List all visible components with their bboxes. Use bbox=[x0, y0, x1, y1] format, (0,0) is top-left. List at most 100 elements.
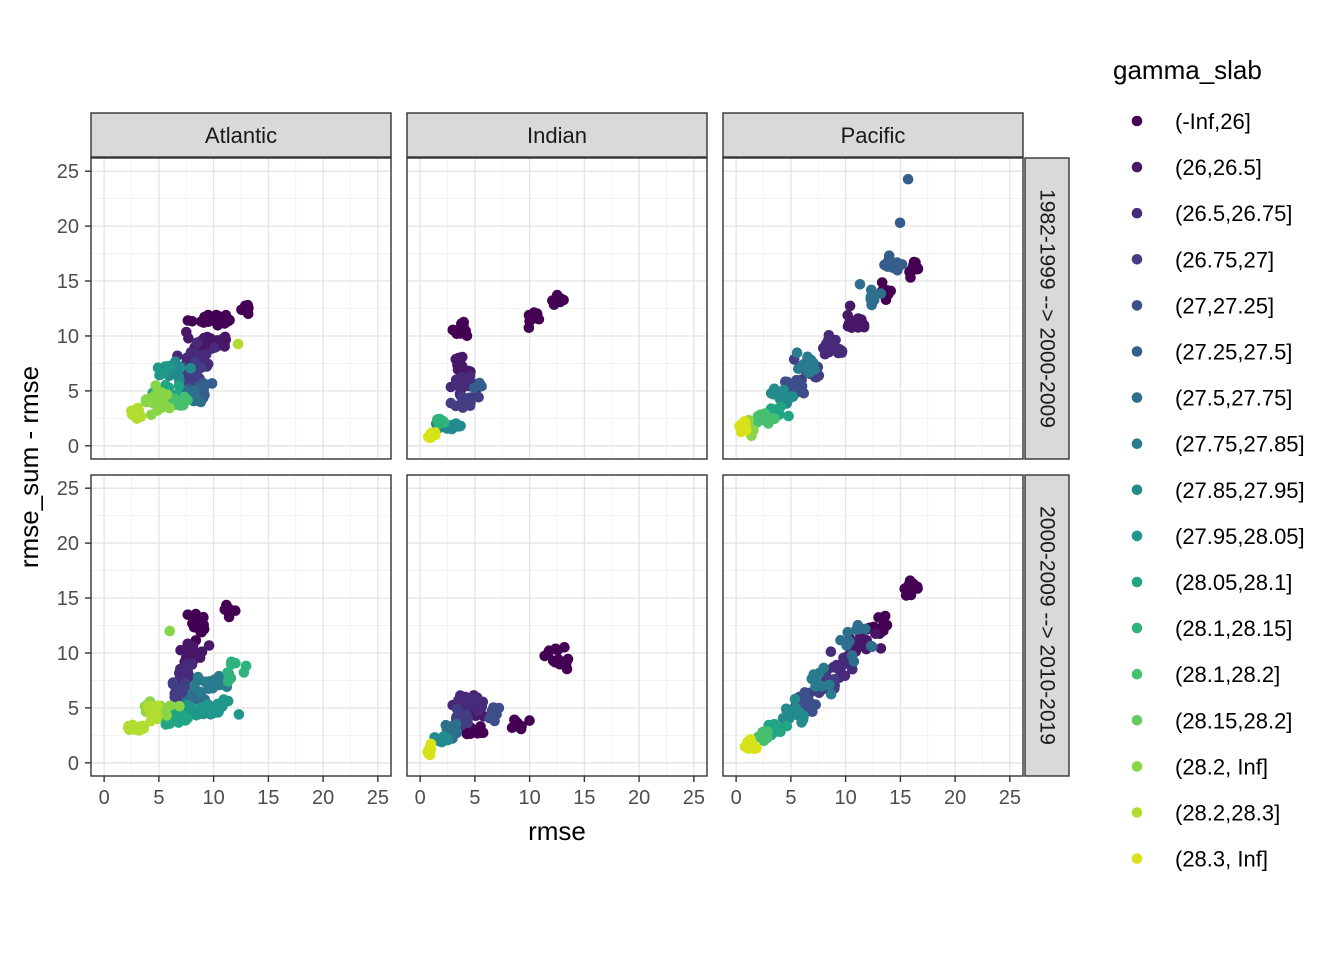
data-point bbox=[453, 420, 464, 432]
data-point bbox=[150, 380, 161, 391]
legend-key bbox=[1131, 576, 1143, 588]
x-tick-label: 20 bbox=[628, 787, 650, 809]
data-point bbox=[825, 688, 837, 700]
data-point bbox=[562, 653, 574, 665]
x-tick-label: 25 bbox=[367, 787, 389, 809]
x-tick-label: 25 bbox=[683, 787, 705, 809]
strip-label: 1982-1999 --> 2000-2009 bbox=[1036, 189, 1059, 428]
x-tick-label: 20 bbox=[944, 787, 966, 809]
data-point bbox=[225, 672, 237, 684]
legend-item: (28.2, Inf] bbox=[1131, 754, 1268, 779]
data-point bbox=[167, 677, 179, 688]
data-point bbox=[161, 389, 173, 400]
data-point bbox=[524, 315, 535, 327]
data-point bbox=[834, 344, 845, 355]
data-point bbox=[170, 692, 181, 703]
data-point bbox=[552, 295, 563, 306]
data-point bbox=[789, 693, 801, 705]
x-axis-title: rmse bbox=[528, 816, 586, 846]
legend-item: (27,27.25] bbox=[1131, 293, 1274, 318]
data-point bbox=[449, 725, 461, 736]
x-tick-label: 5 bbox=[469, 787, 480, 809]
x-tick-label: 10 bbox=[519, 787, 541, 809]
data-point bbox=[846, 650, 858, 661]
data-point bbox=[531, 308, 543, 320]
data-point bbox=[203, 316, 214, 328]
data-point bbox=[906, 577, 918, 589]
data-point bbox=[190, 610, 201, 622]
data-point bbox=[174, 700, 185, 712]
legend-label: (28.15,28.2] bbox=[1175, 708, 1292, 733]
legend-key bbox=[1131, 761, 1143, 772]
data-point bbox=[512, 718, 524, 729]
x-tick-label: 15 bbox=[573, 787, 595, 809]
data-point bbox=[475, 380, 486, 391]
legend-key bbox=[1131, 253, 1143, 265]
x-tick-label: 5 bbox=[785, 787, 796, 809]
data-point bbox=[842, 626, 853, 638]
data-point bbox=[773, 723, 784, 734]
legend-key bbox=[1131, 668, 1143, 680]
y-tick-label: 10 bbox=[57, 643, 79, 665]
data-point bbox=[825, 646, 837, 657]
data-point bbox=[209, 342, 220, 354]
points-group bbox=[734, 173, 924, 442]
data-point bbox=[794, 707, 805, 718]
legend-key bbox=[1131, 207, 1143, 219]
strip-column-pacific bbox=[722, 112, 1024, 158]
legend-key bbox=[1131, 715, 1143, 726]
legend-item: (27.85,27.95] bbox=[1131, 478, 1305, 503]
x-tick-label: 10 bbox=[835, 787, 857, 809]
legend-key bbox=[1131, 853, 1143, 864]
legend-item: (26.75,27] bbox=[1131, 247, 1274, 272]
data-point bbox=[179, 678, 191, 689]
legend-item: (27.95,28.05] bbox=[1131, 524, 1305, 549]
data-point bbox=[442, 734, 454, 746]
legend-key bbox=[1131, 392, 1143, 403]
legend-item: (28.05,28.1] bbox=[1131, 570, 1292, 595]
data-point bbox=[780, 376, 791, 388]
panel-border bbox=[90, 474, 392, 777]
panel-indian-row-2 bbox=[406, 474, 708, 777]
legend-item: (28.15,28.2] bbox=[1131, 708, 1292, 733]
legend-label: (28.2, Inf] bbox=[1175, 754, 1268, 779]
legend-label: (27,27.25] bbox=[1175, 293, 1274, 318]
data-point bbox=[851, 318, 863, 329]
panel-border bbox=[90, 157, 392, 460]
points-group bbox=[739, 575, 923, 754]
data-point bbox=[547, 655, 559, 666]
data-point bbox=[191, 337, 203, 349]
legend-key bbox=[1131, 161, 1143, 173]
data-point bbox=[424, 749, 436, 761]
data-point bbox=[769, 413, 780, 425]
data-point bbox=[187, 640, 199, 652]
data-point bbox=[126, 405, 137, 417]
legend-label: (28.1,28.2] bbox=[1175, 662, 1280, 687]
points-group bbox=[422, 642, 574, 761]
data-point bbox=[876, 277, 888, 288]
points-group bbox=[123, 599, 252, 736]
legend-item: (-Inf,26] bbox=[1131, 109, 1251, 134]
data-point bbox=[783, 410, 794, 422]
data-point bbox=[452, 379, 463, 391]
y-tick-label: 10 bbox=[57, 326, 79, 348]
panel-atlantic-row-2 bbox=[90, 474, 392, 777]
data-point bbox=[182, 315, 194, 326]
x-tick-label: 25 bbox=[999, 787, 1021, 809]
strip-label: Pacific bbox=[841, 123, 906, 148]
data-point bbox=[822, 335, 834, 347]
x-tick-label: 20 bbox=[312, 787, 334, 809]
data-point bbox=[238, 667, 250, 678]
data-point bbox=[455, 325, 467, 336]
data-point bbox=[453, 352, 465, 364]
data-point bbox=[539, 650, 550, 662]
data-point bbox=[445, 397, 457, 409]
panel-pacific-row-2 bbox=[722, 474, 1024, 777]
data-point bbox=[735, 426, 747, 438]
legend-item: (28.2,28.3] bbox=[1131, 801, 1280, 826]
legend: gamma_slab (-Inf,26] (26,26.5] (26.5,26.75]… bbox=[1113, 55, 1305, 872]
data-point bbox=[152, 700, 163, 712]
data-point bbox=[892, 265, 903, 276]
data-point bbox=[173, 380, 185, 392]
